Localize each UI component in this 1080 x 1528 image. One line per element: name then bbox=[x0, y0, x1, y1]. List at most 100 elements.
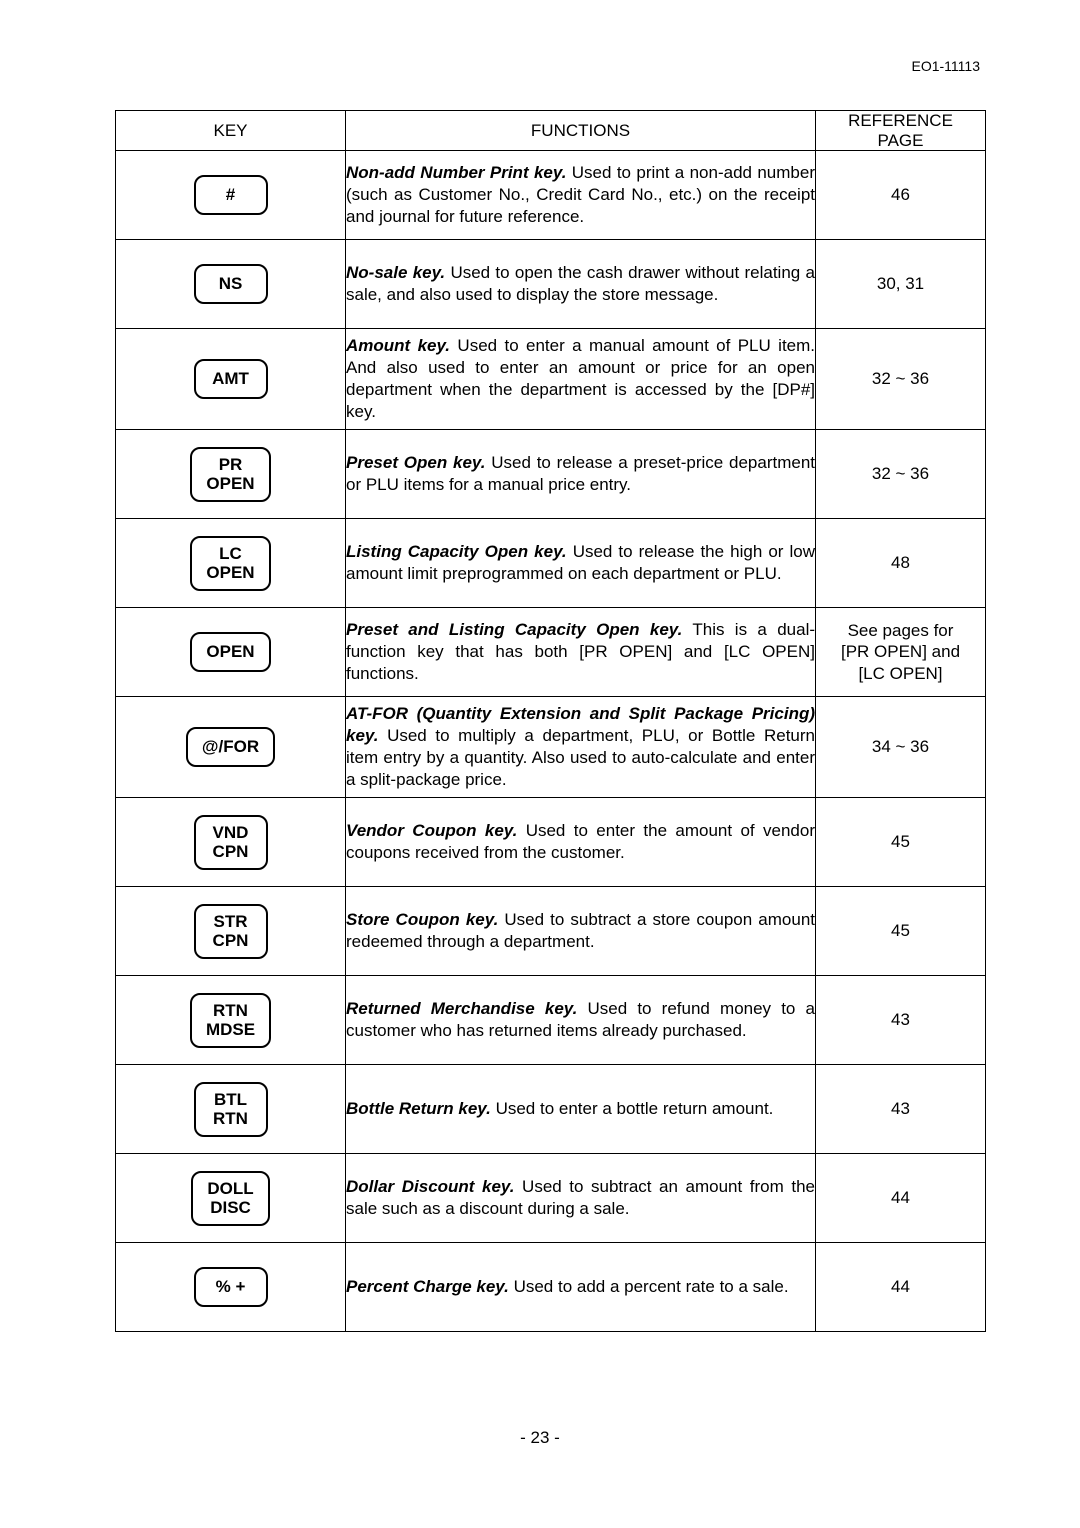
key-cell: LCOPEN bbox=[116, 519, 346, 608]
table-row: STRCPN Store Coupon key. Used to subtract… bbox=[116, 887, 986, 976]
functions-cell: Preset Open key. Used to release a prese… bbox=[346, 430, 816, 519]
key-label-line: BTL bbox=[214, 1090, 247, 1110]
reference-cell: 45 bbox=[816, 887, 986, 976]
reference-cell: 48 bbox=[816, 519, 986, 608]
reference-cell: 45 bbox=[816, 798, 986, 887]
function-title: Bottle Return key. bbox=[346, 1099, 491, 1118]
table-row: LCOPEN Listing Capacity Open key. Used to… bbox=[116, 519, 986, 608]
key-cell: @/FOR bbox=[116, 697, 346, 798]
table-row: @/FOR AT-FOR (Quantity Extension and Spli… bbox=[116, 697, 986, 798]
key-label-line: AMT bbox=[212, 369, 249, 389]
key-box: NS bbox=[194, 264, 268, 304]
key-cell: DOLLDISC bbox=[116, 1154, 346, 1243]
key-label-line: DISC bbox=[210, 1198, 251, 1218]
reference-cell: 30, 31 bbox=[816, 240, 986, 329]
function-title: Non-add Number Print key. bbox=[346, 163, 566, 182]
function-title: Preset Open key. bbox=[346, 453, 485, 472]
key-box: @/FOR bbox=[186, 727, 275, 767]
table-row: OPEN Preset and Listing Capacity Open key… bbox=[116, 608, 986, 697]
key-cell: % + bbox=[116, 1243, 346, 1332]
key-label-line: NS bbox=[219, 274, 243, 294]
key-label-line: % + bbox=[216, 1277, 246, 1297]
table-row: NS No-sale key. Used to open the cash dra… bbox=[116, 240, 986, 329]
key-label-line: LC bbox=[219, 544, 242, 564]
reference-cell: 46 bbox=[816, 151, 986, 240]
function-title: Percent Charge key. bbox=[346, 1277, 509, 1296]
functions-cell: Percent Charge key. Used to add a percen… bbox=[346, 1243, 816, 1332]
function-title: Store Coupon key. bbox=[346, 910, 498, 929]
key-label-line: PR bbox=[219, 455, 243, 475]
key-box: LCOPEN bbox=[190, 536, 270, 591]
functions-cell: Listing Capacity Open key. Used to relea… bbox=[346, 519, 816, 608]
functions-cell: Returned Merchandise key. Used to refund… bbox=[346, 976, 816, 1065]
key-label-line: RTN bbox=[213, 1109, 248, 1129]
key-label-line: STR bbox=[214, 912, 248, 932]
functions-cell: AT-FOR (Quantity Extension and Split Pac… bbox=[346, 697, 816, 798]
table-header-row: KEY FUNCTIONS REFERENCE PAGE bbox=[116, 111, 986, 151]
table-row: AMT Amount key. Used to enter a manual am… bbox=[116, 329, 986, 430]
key-label-line: @/FOR bbox=[202, 737, 259, 757]
reference-cell: 44 bbox=[816, 1243, 986, 1332]
function-body: Used to enter a bottle return amount. bbox=[491, 1099, 774, 1118]
function-title: No-sale key. bbox=[346, 263, 445, 282]
table-row: BTLRTN Bottle Return key. Used to enter a… bbox=[116, 1065, 986, 1154]
reference-cell: 44 bbox=[816, 1154, 986, 1243]
key-box: # bbox=[194, 175, 268, 215]
table-row: % + Percent Charge key. Used to add a per… bbox=[116, 1243, 986, 1332]
page: EO1-11113 KEY FUNCTIONS REFERENCE PAGE #… bbox=[0, 0, 1080, 1528]
function-body: Used to multiply a department, PLU, or B… bbox=[346, 726, 815, 789]
header-reference: REFERENCE PAGE bbox=[816, 111, 986, 151]
key-label-line: CPN bbox=[213, 842, 249, 862]
function-body: Used to add a percent rate to a sale. bbox=[509, 1277, 789, 1296]
key-box: DOLLDISC bbox=[191, 1171, 269, 1226]
function-title: Amount key. bbox=[346, 336, 450, 355]
table-row: VNDCPN Vendor Coupon key. Used to enter t… bbox=[116, 798, 986, 887]
reference-cell: See pages for[PR OPEN] and[LC OPEN] bbox=[816, 608, 986, 697]
table-row: DOLLDISC Dollar Discount key. Used to sub… bbox=[116, 1154, 986, 1243]
key-box: % + bbox=[194, 1267, 268, 1307]
functions-cell: Amount key. Used to enter a manual amoun… bbox=[346, 329, 816, 430]
key-box: OPEN bbox=[190, 632, 270, 672]
functions-cell: Bottle Return key. Used to enter a bottl… bbox=[346, 1065, 816, 1154]
key-cell: OPEN bbox=[116, 608, 346, 697]
reference-cell: 34 ~ 36 bbox=[816, 697, 986, 798]
key-cell: BTLRTN bbox=[116, 1065, 346, 1154]
reference-cell: 32 ~ 36 bbox=[816, 430, 986, 519]
function-title: Preset and Listing Capacity Open key. bbox=[346, 620, 682, 639]
table-row: # Non-add Number Print key. Used to print… bbox=[116, 151, 986, 240]
functions-cell: Preset and Listing Capacity Open key. Th… bbox=[346, 608, 816, 697]
key-box: BTLRTN bbox=[194, 1082, 268, 1137]
key-label-line: OPEN bbox=[206, 474, 254, 494]
key-box: STRCPN bbox=[194, 904, 268, 959]
table-row: RTNMDSE Returned Merchandise key. Used to… bbox=[116, 976, 986, 1065]
key-cell: # bbox=[116, 151, 346, 240]
table-row: PROPEN Preset Open key. Used to release a… bbox=[116, 430, 986, 519]
header-reference-line2: PAGE bbox=[878, 131, 924, 150]
function-title: Returned Merchandise key. bbox=[346, 999, 577, 1018]
reference-cell: 43 bbox=[816, 976, 986, 1065]
key-cell: STRCPN bbox=[116, 887, 346, 976]
key-label-line: OPEN bbox=[206, 642, 254, 662]
functions-cell: No-sale key. Used to open the cash drawe… bbox=[346, 240, 816, 329]
reference-cell: 32 ~ 36 bbox=[816, 329, 986, 430]
key-label-line: DOLL bbox=[207, 1179, 253, 1199]
key-cell: AMT bbox=[116, 329, 346, 430]
functions-cell: Store Coupon key. Used to subtract a sto… bbox=[346, 887, 816, 976]
functions-cell: Vendor Coupon key. Used to enter the amo… bbox=[346, 798, 816, 887]
functions-cell: Dollar Discount key. Used to subtract an… bbox=[346, 1154, 816, 1243]
key-label-line: CPN bbox=[213, 931, 249, 951]
header-functions: FUNCTIONS bbox=[346, 111, 816, 151]
page-number: - 23 - bbox=[0, 1428, 1080, 1448]
header-key: KEY bbox=[116, 111, 346, 151]
key-cell: VNDCPN bbox=[116, 798, 346, 887]
key-cell: PROPEN bbox=[116, 430, 346, 519]
key-label-line: OPEN bbox=[206, 563, 254, 583]
key-cell: NS bbox=[116, 240, 346, 329]
functions-cell: Non-add Number Print key. Used to print … bbox=[346, 151, 816, 240]
function-title: Vendor Coupon key. bbox=[346, 821, 517, 840]
key-box: VNDCPN bbox=[194, 815, 268, 870]
key-functions-table: KEY FUNCTIONS REFERENCE PAGE # Non-add Nu… bbox=[115, 110, 986, 1332]
key-box: PROPEN bbox=[190, 447, 270, 502]
key-box: RTNMDSE bbox=[190, 993, 271, 1048]
key-label-line: # bbox=[226, 185, 235, 205]
